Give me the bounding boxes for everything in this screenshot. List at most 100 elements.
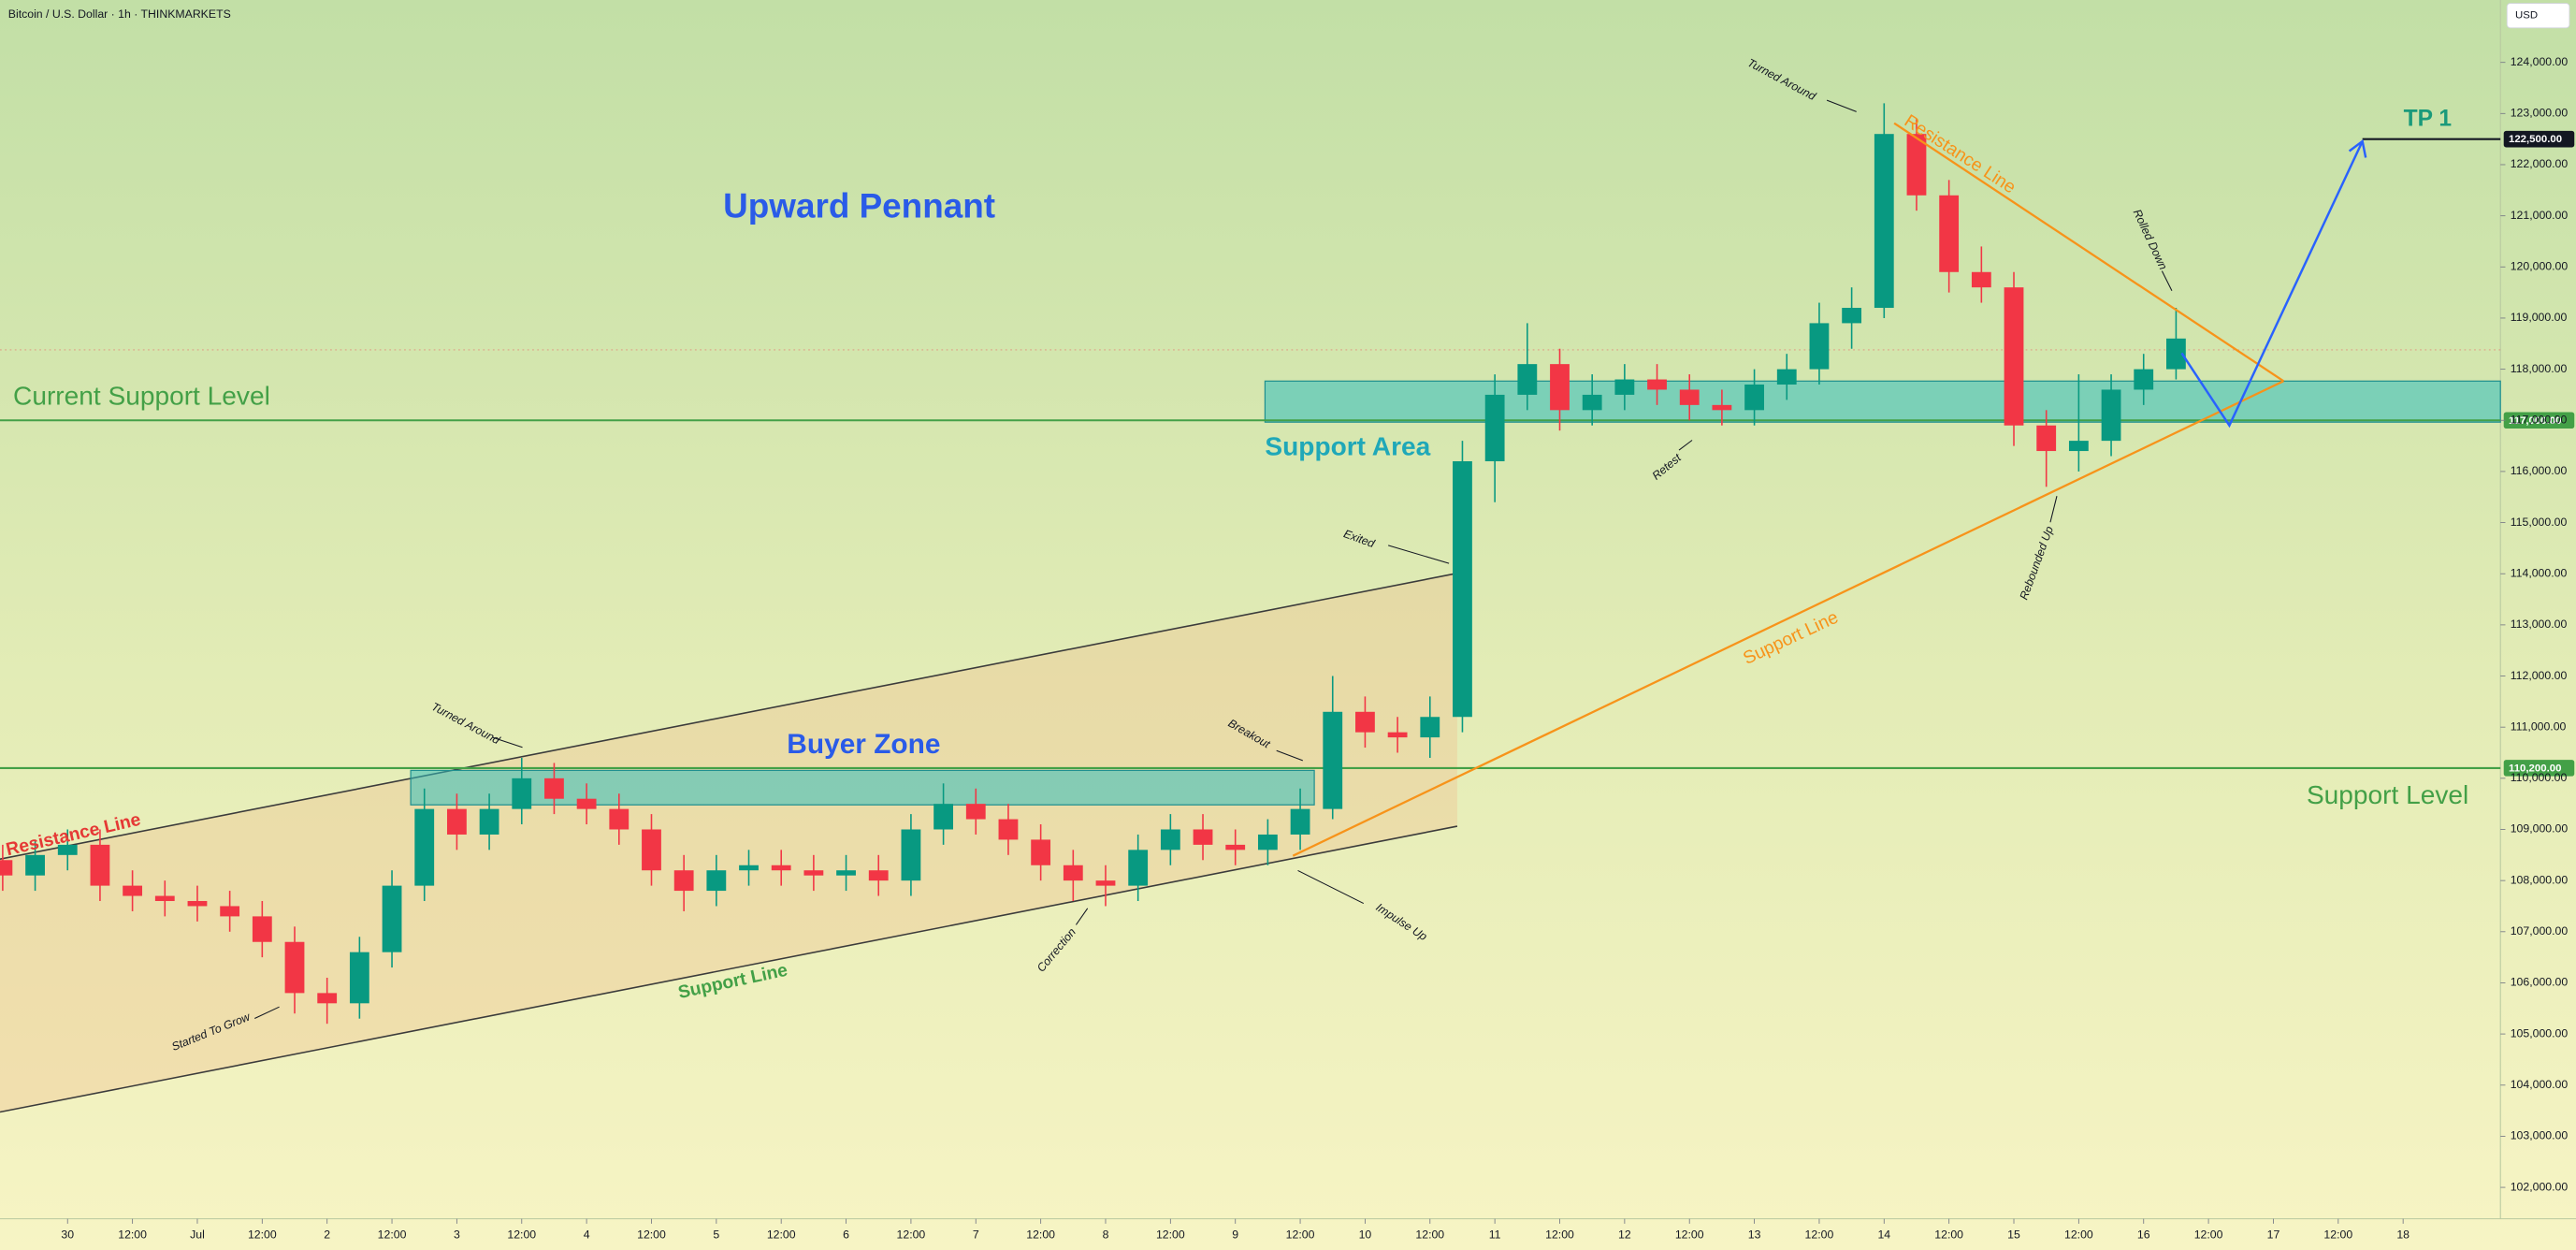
x-tick-label: 12:00 [1026, 1228, 1055, 1241]
candle-body [706, 870, 727, 892]
candle-body [1517, 364, 1538, 395]
candle-body [1225, 844, 1246, 850]
level-tag-label: 122,500.00 [2509, 134, 2562, 145]
candle-body [1939, 195, 1960, 272]
y-tick-label: 108,000.00 [2511, 873, 2569, 886]
candle-body [933, 804, 953, 830]
symbol-title: Bitcoin / U.S. Dollar · 1h · THINKMARKET… [8, 7, 231, 21]
x-tick-label: 12:00 [1156, 1228, 1185, 1241]
candle-body [868, 870, 889, 881]
y-tick-label: 122,000.00 [2511, 157, 2569, 170]
candle-body [803, 870, 824, 876]
x-tick-label: 16 [2137, 1228, 2150, 1241]
candle-body [2036, 425, 2057, 452]
y-tick-label: 102,000.00 [2511, 1180, 2569, 1193]
pennant-support [1292, 380, 2284, 857]
candle-body [1874, 134, 1894, 309]
x-tick-label: 12 [1618, 1228, 1631, 1241]
note-arrow [1297, 869, 1365, 905]
x-tick-label: 12:00 [897, 1228, 926, 1241]
pattern-label: Upward Pennant [723, 187, 995, 225]
candle-body [382, 885, 402, 952]
y-tick-label: 120,000.00 [2511, 260, 2569, 273]
x-tick-label: Jul [190, 1228, 205, 1241]
note-arrow [1678, 440, 1693, 451]
x-tick-label: 12:00 [1545, 1228, 1574, 1241]
x-tick-label: 12:00 [1805, 1228, 1834, 1241]
x-tick-label: 12:00 [637, 1228, 666, 1241]
x-tick-label: 6 [843, 1228, 849, 1241]
candle-body [25, 854, 45, 876]
levels: 117,000.00 110,200.00 122,500.00 [0, 130, 2575, 777]
candle-body [284, 941, 305, 994]
candle-body [965, 804, 986, 820]
candle-body [1453, 460, 1472, 718]
x-tick-label: 12:00 [507, 1228, 536, 1241]
note-arrow [1276, 749, 1303, 762]
x-tick-label: 12:00 [2323, 1228, 2352, 1241]
candle-body [771, 865, 791, 871]
y-tick-label: 103,000.00 [2511, 1129, 2569, 1142]
x-tick-label: 12:00 [1675, 1228, 1704, 1241]
y-tick-label: 119,000.00 [2511, 311, 2568, 324]
note-arrow [2161, 270, 2173, 291]
y-tick-label: 118,000.00 [2511, 362, 2568, 375]
y-tick-label: 110,000.00 [2511, 771, 2568, 784]
y-tick-label: 113,000.00 [2511, 618, 2568, 631]
level-tag [2503, 412, 2575, 429]
x-tick-label: 7 [973, 1228, 979, 1241]
level-tag-label: 110,200.00 [2509, 763, 2561, 774]
candle-body [1809, 323, 1830, 370]
y-tick-label: 121,000.00 [2511, 209, 2569, 222]
level-tag [2503, 130, 2575, 148]
candle-body [2004, 287, 2024, 426]
currency-label: USD [2515, 10, 2538, 22]
candle-body [1290, 808, 1310, 835]
buyer-zone-label: Buyer Zone [787, 729, 940, 760]
candle-body [317, 993, 338, 1004]
level-tag [2503, 760, 2575, 777]
x-tick-label: 5 [713, 1228, 719, 1241]
candle-body [2068, 441, 2089, 452]
candle-body [836, 870, 856, 876]
candle-body [252, 916, 272, 942]
x-tick-label: 4 [584, 1228, 590, 1241]
candle-body [1744, 385, 1764, 411]
x-tick-label: 14 [1877, 1228, 1890, 1241]
x-tick-label: 30 [61, 1228, 74, 1241]
note-arrow [492, 736, 523, 749]
x-tick-label: 12:00 [118, 1228, 147, 1241]
candle-body [1842, 308, 1862, 324]
candle-body [1550, 364, 1570, 411]
candle-body [1193, 829, 1213, 845]
y-tick-label: 105,000.00 [2511, 1026, 2569, 1039]
candle-body [1582, 394, 1602, 411]
target-label: TP 1 [2404, 107, 2452, 132]
y-tick-label: 109,000.00 [2511, 822, 2569, 836]
y-tick-label: 124,000.00 [2511, 55, 2569, 68]
candle-body [576, 798, 597, 809]
candle-body [1128, 850, 1149, 886]
candle-body [673, 870, 694, 892]
candle-body [1063, 865, 1083, 881]
x-tick-label: 12:00 [1934, 1228, 1963, 1241]
candle-body [1420, 717, 1440, 738]
x-tick-label: 11 [1489, 1228, 1501, 1241]
note-arrow [1387, 545, 1450, 564]
x-tick-label: 18 [2396, 1228, 2410, 1241]
support-area [1264, 380, 2501, 423]
candle-body [1971, 271, 1991, 288]
x-tick-label: 10 [1359, 1228, 1372, 1241]
y-tick-label: 106,000.00 [2511, 976, 2569, 989]
candle-body [2101, 389, 2121, 442]
currency-button[interactable] [2506, 3, 2570, 29]
candles [0, 103, 2186, 1025]
candle-body [0, 860, 13, 876]
candle-body [220, 906, 240, 917]
x-tick-label: 13 [1748, 1228, 1761, 1241]
candle-body [90, 844, 110, 886]
pennant-resistance [1893, 122, 2284, 383]
projection-path [2180, 140, 2364, 429]
x-tick-label: 12:00 [1286, 1228, 1315, 1241]
